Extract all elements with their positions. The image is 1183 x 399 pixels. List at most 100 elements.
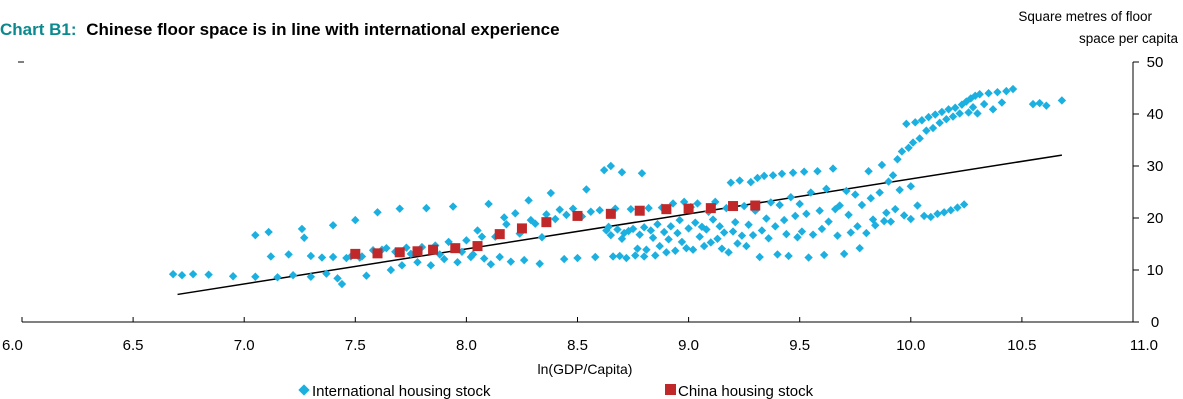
international-point (835, 201, 844, 210)
international-point (715, 222, 724, 231)
international-point (495, 252, 504, 262)
international-point (486, 260, 496, 269)
international-point (824, 217, 833, 226)
international-point (604, 222, 613, 232)
china-point (541, 217, 552, 228)
x-tick-label: 6.0 (2, 337, 23, 354)
international-point (251, 272, 260, 281)
international-point (537, 233, 547, 242)
international-point (728, 227, 738, 236)
international-point (782, 229, 791, 239)
international-point (468, 250, 478, 259)
international-point (886, 217, 896, 226)
international-point (866, 194, 876, 203)
international-point (968, 103, 978, 112)
international-point (759, 171, 769, 181)
china-point (450, 243, 461, 254)
international-point (875, 188, 884, 197)
international-point (922, 126, 931, 135)
international-point (806, 188, 816, 197)
legend-label-international: International housing stock (312, 383, 491, 399)
international-point (919, 211, 929, 221)
international-point (748, 230, 758, 240)
international-point (617, 234, 627, 243)
international-point (899, 211, 909, 220)
international-point (615, 251, 624, 261)
international-point (333, 274, 342, 283)
international-point (551, 214, 560, 224)
chart-title: Chart B1: Chinese floor space is in line… (0, 20, 560, 39)
international-point (757, 226, 767, 235)
international-point (673, 228, 682, 238)
international-point (477, 232, 487, 241)
international-point (959, 200, 969, 209)
china-point (412, 246, 423, 257)
international-point (573, 253, 582, 263)
international-point (337, 279, 347, 289)
international-point (804, 253, 813, 262)
y-axis-label-line-1: Square metres of floor (1018, 9, 1152, 24)
international-point (833, 231, 842, 240)
international-point (762, 214, 771, 223)
international-point (535, 259, 544, 268)
y-tick-label: 20 (1147, 210, 1164, 227)
international-point (917, 116, 927, 125)
international-point (373, 208, 382, 217)
x-axis-label: ln(GDP/Capita) (538, 361, 633, 377)
international-point (608, 252, 618, 261)
international-point (971, 91, 980, 100)
international-point (613, 225, 622, 234)
y-tick-label: 30 (1147, 158, 1164, 175)
international-point (648, 233, 658, 242)
international-point (397, 261, 407, 270)
international-point (882, 208, 891, 217)
international-point (562, 210, 571, 220)
international-point (671, 246, 680, 255)
international-point (753, 173, 762, 183)
china-point (661, 204, 672, 215)
chart-title-prefix: Chart B1: (0, 20, 77, 39)
international-point (795, 199, 804, 209)
international-point (702, 225, 711, 234)
international-point (273, 273, 282, 282)
international-point (639, 252, 649, 261)
x-tick-label: 10.5 (1007, 337, 1036, 354)
international-point (902, 119, 911, 129)
international-point (511, 209, 520, 218)
international-point (266, 252, 276, 261)
china-point (605, 208, 616, 219)
international-point (931, 110, 940, 119)
international-point (808, 230, 818, 239)
international-point (773, 250, 782, 259)
international-point (617, 168, 627, 177)
international-point (895, 185, 904, 195)
international-point (839, 249, 849, 259)
international-point (771, 222, 780, 231)
international-point (964, 108, 973, 117)
international-point (975, 90, 984, 99)
international-point (877, 160, 887, 170)
international-point (979, 99, 989, 109)
international-point (724, 248, 733, 257)
china-point (472, 241, 483, 252)
international-point (168, 269, 178, 279)
legend: International housing stock China housin… (298, 383, 814, 399)
legend-marker-international (298, 384, 310, 396)
international-point (862, 228, 871, 238)
international-point (864, 167, 873, 176)
international-point (766, 198, 776, 207)
international-point (746, 177, 756, 187)
international-point (764, 234, 773, 243)
international-point (386, 265, 396, 275)
international-point (793, 233, 802, 242)
international-point (611, 204, 620, 213)
international-point (448, 202, 458, 211)
international-point (626, 204, 636, 214)
international-point (642, 245, 651, 254)
international-point (779, 215, 789, 225)
international-point (317, 253, 327, 262)
international-point (362, 271, 371, 280)
international-point (717, 244, 727, 253)
international-point (726, 178, 736, 187)
